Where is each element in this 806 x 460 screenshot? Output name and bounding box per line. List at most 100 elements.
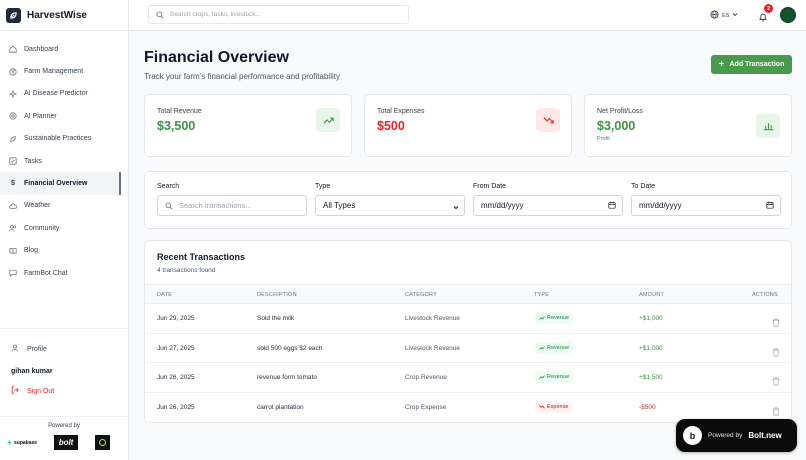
row-description: carrot plantation xyxy=(257,403,304,411)
chat-icon xyxy=(9,269,17,278)
transaction-search-field[interactable] xyxy=(157,195,307,216)
sidebar-item-label: AI Disease Predictor xyxy=(24,90,88,98)
sidebar-item-ai-disease-predictor[interactable]: AI Disease Predictor xyxy=(0,83,128,105)
search-icon xyxy=(165,202,173,210)
supabase-label: supabase xyxy=(14,439,38,446)
harvestwise-logo-icon xyxy=(6,7,21,23)
delete-transaction-button[interactable] xyxy=(772,344,780,356)
sidebar-item-farm-management[interactable]: Farm Management xyxy=(0,60,128,82)
table-row[interactable]: Jun 26, 2025 revenue form tomato Crop Re… xyxy=(145,363,791,393)
row-amount: +$1,000 xyxy=(639,315,663,322)
users-icon xyxy=(9,224,17,232)
powered-by-label: Powered by xyxy=(48,423,80,429)
bolt-badge-powered-by: Powered by xyxy=(708,432,743,439)
bolt-label: bolt xyxy=(58,438,74,447)
profile-link[interactable]: Profile xyxy=(0,339,128,359)
sidebar-item-blog[interactable]: Blog xyxy=(0,240,128,262)
column-header-category[interactable]: CATEGORY xyxy=(405,292,437,298)
delete-transaction-button[interactable] xyxy=(772,314,780,327)
search-filter-label: Search xyxy=(157,183,180,190)
table-row[interactable]: Jun 27, 2025 sold 500 eggs $2 each Lives… xyxy=(145,334,791,363)
to-date-value: mm/dd/yyyy xyxy=(639,201,682,210)
calendar-icon[interactable] xyxy=(766,201,774,211)
delete-transaction-button[interactable] xyxy=(772,403,780,415)
sparkle-icon xyxy=(9,89,17,98)
transaction-search-input[interactable] xyxy=(179,201,306,210)
revenue-badge: Revenue xyxy=(534,312,575,324)
search-icon xyxy=(156,6,164,24)
transactions-title: Recent Transactions xyxy=(157,252,246,262)
row-category: Livestock Revenue xyxy=(405,344,460,352)
total-revenue-card: Total Revenue $3,500 xyxy=(144,94,352,157)
row-date: Jun 26, 2025 xyxy=(157,403,195,411)
delete-transaction-button[interactable] xyxy=(772,373,780,386)
global-search-input[interactable] xyxy=(170,11,390,18)
type-select[interactable]: All Types xyxy=(315,195,465,216)
type-select-value: All Types xyxy=(323,201,356,210)
supabase-bolt-icon xyxy=(7,439,12,446)
net-profit-value: $3,000 xyxy=(597,119,636,133)
supabase-logo[interactable]: supabase xyxy=(7,439,38,446)
row-type: Revenue xyxy=(547,374,570,380)
net-profit-note: Profit xyxy=(597,136,610,142)
sidebar-item-tasks[interactable]: Tasks xyxy=(0,150,128,172)
sidebar: HarvestWise Dashboard Farm Management AI… xyxy=(0,0,129,460)
transactions-count: 4 transactions found xyxy=(157,267,216,274)
table-row[interactable]: Jun 26, 2025 carrot plantation Crop Expe… xyxy=(145,393,791,423)
from-date-value: mm/dd/yyyy xyxy=(481,201,524,210)
sidebar-item-weather[interactable]: Weather xyxy=(0,195,128,217)
sign-out-button[interactable]: Sign Out xyxy=(0,381,128,401)
row-date: Jun 29, 2025 xyxy=(157,315,195,322)
column-header-date[interactable]: DATE xyxy=(157,292,173,298)
recent-transactions-card: Recent Transactions 4 transactions found… xyxy=(144,240,792,423)
sidebar-item-sustainable-practices[interactable]: Sustainable Practices xyxy=(0,128,128,150)
notifications-button[interactable] xyxy=(758,9,768,22)
bar-chart-icon xyxy=(756,114,780,138)
user-name: gihan kumar xyxy=(11,368,53,375)
column-header-description[interactable]: DESCRIPTION xyxy=(257,292,297,298)
expense-badge: Expense xyxy=(534,400,574,413)
trending-up-icon xyxy=(539,375,545,379)
row-date: Jun 26, 2025 xyxy=(157,374,195,381)
sidebar-item-label: Farm Management xyxy=(24,68,84,76)
global-search[interactable] xyxy=(148,5,409,24)
page-subtitle: Track your farm's financial performance … xyxy=(144,72,340,81)
sidebar-item-dashboard[interactable]: Dashboard xyxy=(0,38,128,60)
trending-down-icon xyxy=(539,404,545,408)
powered-by-bolt-badge[interactable]: b Powered by Bolt.new xyxy=(676,419,797,452)
total-expenses-value: $500 xyxy=(377,119,405,133)
row-category: Livestock Revenue xyxy=(405,315,460,322)
table-row[interactable]: Jun 29, 2025 Sold the milk Livestock Rev… xyxy=(145,304,791,334)
book-icon xyxy=(9,247,17,255)
cloud-icon xyxy=(9,202,17,210)
home-icon xyxy=(9,45,17,53)
column-header-amount[interactable]: AMOUNT xyxy=(639,292,665,298)
brand[interactable]: HarvestWise xyxy=(0,0,128,31)
row-type: Revenue xyxy=(547,315,570,321)
filters-panel: Search Type All Types From Date mm/dd/yy… xyxy=(144,171,792,229)
row-category: Crop Revenue xyxy=(405,374,447,381)
row-amount: -$500 xyxy=(639,403,656,411)
column-header-type[interactable]: TYPE xyxy=(534,292,550,298)
from-date-field[interactable]: mm/dd/yyyy xyxy=(473,195,623,216)
row-category: Crop Expense xyxy=(405,403,447,411)
language-selector[interactable]: ES xyxy=(710,10,738,21)
total-revenue-label: Total Revenue xyxy=(157,108,202,115)
powered-by-section: Powered by supabase bolt xyxy=(0,416,128,450)
sidebar-item-financial-overview[interactable]: $ Financial Overview xyxy=(0,172,121,195)
sidebar-item-farmbot-chat[interactable]: FarmBot Chat xyxy=(0,262,128,284)
row-description: Sold the milk xyxy=(257,315,295,322)
bolt-logo[interactable]: bolt xyxy=(54,435,79,450)
revenue-badge: Revenue xyxy=(534,371,575,383)
trash-icon xyxy=(772,318,780,327)
partner-logo[interactable] xyxy=(94,435,110,450)
sidebar-item-community[interactable]: Community xyxy=(0,217,128,239)
revenue-badge: Revenue xyxy=(534,341,575,354)
add-transaction-button[interactable]: + Add Transaction xyxy=(711,55,792,74)
avatar[interactable] xyxy=(780,7,796,23)
total-revenue-value: $3,500 xyxy=(157,119,196,133)
calendar-icon[interactable] xyxy=(608,201,616,211)
trending-up-icon xyxy=(539,316,545,320)
sidebar-item-ai-planner[interactable]: AI Planner xyxy=(0,105,128,127)
to-date-field[interactable]: mm/dd/yyyy xyxy=(631,195,781,216)
